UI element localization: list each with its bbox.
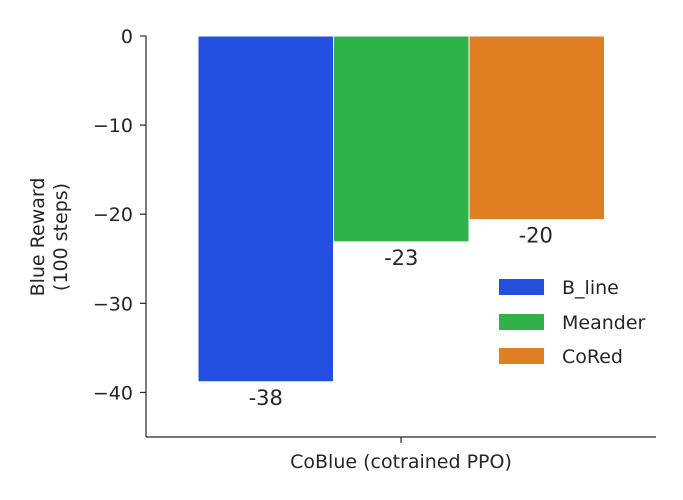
- bar-value-label: -38: [249, 386, 283, 410]
- legend: B_line Meander CoRed: [499, 277, 646, 368]
- y-tick-label: −10: [93, 115, 133, 137]
- y-tick-label: −20: [93, 204, 133, 226]
- y-tick-label: −40: [93, 382, 133, 404]
- y-axis-label-line-1: Blue Reward: [27, 178, 49, 297]
- x-axis-label: CoBlue (cotrained PPO): [290, 451, 512, 473]
- bar-b-line: [197, 35, 334, 383]
- y-axis-label: Blue Reward (100 steps): [27, 178, 72, 297]
- y-tick-label: −30: [93, 293, 133, 315]
- legend-swatch: [499, 279, 544, 295]
- legend-label: B_line: [562, 277, 619, 299]
- legend-label: Meander: [562, 312, 646, 334]
- legend-swatch: [499, 314, 544, 330]
- y-ticks-group: 0 −10 −20 −30 −40: [93, 26, 146, 404]
- bar-value-labels: -38 -23 -20: [249, 224, 553, 410]
- bar-meander: [333, 35, 470, 243]
- bars-group: [197, 35, 605, 383]
- y-axis-label-line-2: (100 steps): [50, 183, 72, 291]
- legend-label: CoRed: [562, 346, 623, 368]
- y-tick-label: 0: [121, 26, 133, 48]
- bar-value-label: -20: [519, 224, 553, 248]
- legend-swatch: [499, 348, 544, 364]
- bar-cored: [468, 35, 605, 221]
- x-ticks-group: CoBlue (cotrained PPO): [290, 437, 512, 473]
- bar-value-label: -23: [384, 246, 418, 270]
